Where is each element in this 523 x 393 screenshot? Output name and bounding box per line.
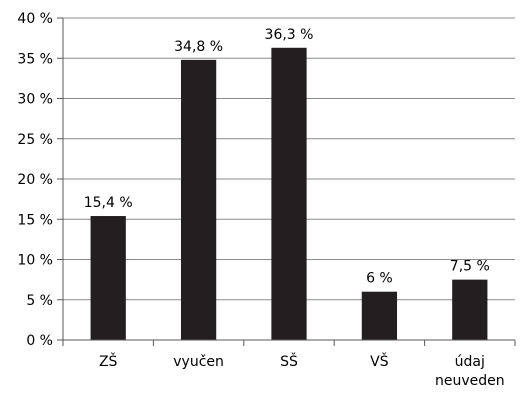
- y-tick-label: 5 %: [26, 293, 53, 309]
- y-tick-label: 0 %: [26, 333, 53, 349]
- y-tick-label: 30 %: [17, 92, 53, 108]
- x-category-label: ZŠ: [99, 352, 118, 370]
- y-tick-label: 20 %: [17, 172, 53, 188]
- bar-value-label: 36,3 %: [265, 27, 314, 43]
- bar-value-label: 15,4 %: [84, 195, 133, 211]
- y-axis-ticks: 0 % 5 % 10 % 15 % 20 % 25 % 30 % 35 % 40 %: [17, 11, 64, 349]
- bar: [361, 291, 398, 340]
- x-axis: ZŠ vyučen SŠ VŠ údaj neuveden: [57, 339, 516, 389]
- bar-value-label: 7,5 %: [450, 259, 490, 275]
- x-category-label: VŠ: [370, 352, 389, 370]
- y-tick-label: 40 %: [17, 11, 53, 27]
- bar: [180, 59, 217, 341]
- y-tick-label: 10 %: [17, 253, 53, 269]
- bar: [452, 279, 488, 340]
- x-category-label: údaj: [455, 354, 485, 370]
- bar: [271, 47, 307, 340]
- x-category-label: SŠ: [280, 352, 298, 370]
- x-category-label: neuveden: [435, 373, 505, 389]
- data-labels: 15,4 % 34,8 % 36,3 % 6 % 7,5 %: [84, 27, 490, 287]
- bar: [90, 216, 126, 340]
- y-tick-label: 35 %: [17, 51, 53, 67]
- bar-value-label: 6 %: [366, 271, 393, 287]
- x-category-label: vyučen: [173, 354, 224, 370]
- bar-value-label: 34,8 %: [174, 39, 223, 55]
- y-tick-label: 25 %: [17, 132, 53, 148]
- bars: [90, 47, 488, 341]
- y-tick-label: 15 %: [17, 212, 53, 228]
